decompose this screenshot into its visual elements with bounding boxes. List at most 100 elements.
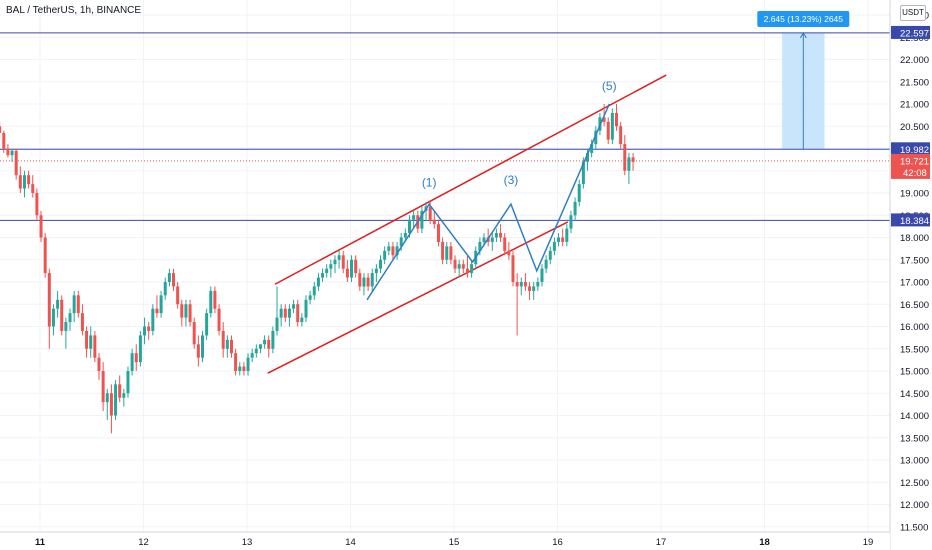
candle-body xyxy=(147,326,151,331)
candle-body xyxy=(441,241,445,260)
candle-body xyxy=(296,304,300,323)
candle-body xyxy=(93,335,97,358)
price-level-badge xyxy=(891,213,930,227)
candle-body xyxy=(209,290,213,314)
candle-body xyxy=(238,366,242,371)
candle-body xyxy=(631,157,635,162)
candle-body xyxy=(379,259,383,269)
candle-body xyxy=(2,132,6,149)
price-tick-label: 21.500 xyxy=(900,77,929,88)
price-tick-label: 14.500 xyxy=(900,389,929,400)
candle-body xyxy=(130,353,134,371)
candle-body xyxy=(503,237,507,251)
price-level-badge-text: 18.384 xyxy=(900,216,929,227)
price-tick-label: 20.500 xyxy=(900,122,929,133)
candle-body xyxy=(217,308,221,331)
candle-body xyxy=(180,304,184,318)
candle-body xyxy=(581,161,585,185)
candle-body xyxy=(436,224,440,242)
candle-body xyxy=(167,273,171,282)
current-price-text: 19.721 xyxy=(900,156,929,167)
price-tick-label: 13.000 xyxy=(900,456,929,467)
candle-body xyxy=(445,246,449,260)
candle-body xyxy=(490,237,494,242)
price-level-badge-text: 22.597 xyxy=(900,28,929,39)
candle-body xyxy=(155,308,159,314)
candle-body xyxy=(623,144,627,171)
candle-body xyxy=(395,246,399,256)
candle-body xyxy=(192,322,196,345)
candle-body xyxy=(333,259,337,265)
price-tick-label: 21.000 xyxy=(900,100,929,111)
candle-body xyxy=(565,228,569,242)
candle-body xyxy=(470,264,474,274)
candle-body xyxy=(76,295,80,314)
price-tick-label: 15.500 xyxy=(900,344,929,355)
candle-body xyxy=(337,255,341,260)
candle-body xyxy=(428,206,432,220)
candle-body xyxy=(64,322,68,331)
candle-body xyxy=(242,366,246,371)
candle-body xyxy=(72,295,76,314)
elliott-wave-path xyxy=(366,103,610,301)
candle-body xyxy=(118,384,122,398)
candle-body xyxy=(60,299,64,331)
candle-body xyxy=(122,393,126,398)
candle-body xyxy=(184,304,188,318)
currency-badge[interactable]: USDT xyxy=(900,5,926,21)
candle-body xyxy=(358,273,362,287)
time-tick-label: 19 xyxy=(863,537,874,548)
countdown-text: 42:08 xyxy=(903,168,927,179)
candle-body xyxy=(465,268,469,274)
candle-body xyxy=(432,219,436,225)
price-tick-label: 16.500 xyxy=(900,300,929,311)
price-tick-label: 16.000 xyxy=(900,322,929,333)
candle-body xyxy=(126,371,130,394)
candle-body xyxy=(271,330,275,349)
wave-label: (5) xyxy=(602,79,617,93)
candle-body xyxy=(14,150,18,176)
time-tick-label: 13 xyxy=(242,537,253,548)
candle-body xyxy=(548,250,552,260)
candle-body xyxy=(619,126,623,145)
price-tick-label: 22.000 xyxy=(900,55,929,66)
candle-body xyxy=(31,184,35,193)
candle-body xyxy=(176,286,180,305)
candle-body xyxy=(27,175,31,185)
candle-body xyxy=(229,339,233,354)
candle-body xyxy=(267,339,271,349)
candle-body xyxy=(544,259,548,269)
candle-body xyxy=(308,295,312,300)
candle-body xyxy=(143,326,147,336)
candle-body xyxy=(590,144,594,153)
price-level-badge xyxy=(891,142,930,156)
candle-body xyxy=(56,299,60,309)
time-tick-label: 12 xyxy=(138,537,149,548)
price-tick-label: 12.000 xyxy=(900,500,929,511)
price-level-badge-text: 19.982 xyxy=(900,145,929,156)
candle-body xyxy=(312,286,316,296)
candle-body xyxy=(519,282,523,287)
candle-body xyxy=(234,353,238,371)
candle-body xyxy=(482,237,486,242)
candle-body xyxy=(354,259,358,274)
candle-body xyxy=(225,339,229,349)
candle-body xyxy=(499,233,503,238)
wave-label: (1) xyxy=(422,175,437,189)
candle-body xyxy=(205,313,209,336)
candle-body xyxy=(552,241,556,251)
candle-body xyxy=(85,330,89,349)
candle-body xyxy=(329,264,333,269)
wave-label: (3) xyxy=(504,173,519,187)
candle-body xyxy=(221,330,225,349)
candle-body xyxy=(420,210,424,229)
candle-body xyxy=(275,317,279,331)
candle-body xyxy=(321,273,325,278)
candle-body xyxy=(511,255,515,282)
candle-body xyxy=(68,313,72,323)
candle-body xyxy=(283,308,287,318)
candle-body xyxy=(89,335,93,349)
candle-body xyxy=(39,215,43,238)
